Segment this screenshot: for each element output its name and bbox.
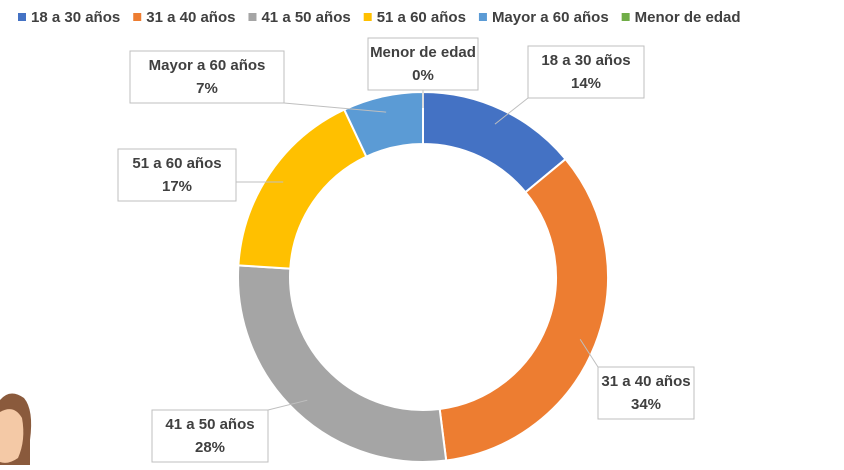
callout-value: 17% — [162, 178, 192, 195]
legend-label: Menor de edad — [635, 9, 741, 26]
legend-label: 31 a 40 años — [146, 9, 235, 26]
donut-segment — [238, 110, 366, 269]
callout-value: 28% — [195, 439, 225, 456]
legend-label: 18 a 30 años — [31, 9, 120, 26]
callout-value: 34% — [631, 396, 661, 413]
avatar-decoration — [0, 393, 31, 465]
legend-swatch — [479, 13, 487, 21]
legend-label: 51 a 60 años — [377, 9, 466, 26]
callout-value: 7% — [196, 80, 218, 97]
callout-category: 51 a 60 años — [132, 155, 221, 172]
callout-category: Mayor a 60 años — [149, 57, 266, 74]
legend-label: 41 a 50 años — [261, 9, 350, 26]
callout-category: 18 a 30 años — [541, 52, 630, 69]
chart: 18 a 30 años 31 a 40 años 41 a 50 años 51 a… — [0, 0, 844, 465]
callout-category: Menor de edad — [370, 44, 476, 61]
callout-category: 31 a 40 años — [601, 373, 690, 390]
legend-swatch — [364, 13, 372, 21]
callout-value: 14% — [571, 75, 601, 92]
callout-value: 0% — [412, 67, 434, 84]
legend-swatch — [133, 13, 141, 21]
callout-category: 41 a 50 años — [165, 416, 254, 433]
donut-segment — [440, 159, 608, 460]
legend-swatch — [18, 13, 26, 21]
donut-segment — [238, 265, 446, 462]
legend-label: Mayor a 60 años — [492, 9, 609, 26]
legend-swatch — [248, 13, 256, 21]
legend-swatch — [622, 13, 630, 21]
